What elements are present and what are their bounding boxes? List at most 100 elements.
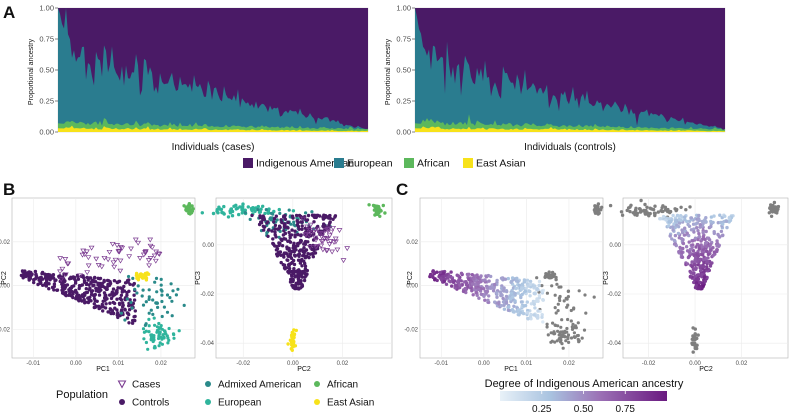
- point-individual: [522, 304, 526, 308]
- point-cases: [83, 249, 90, 255]
- point-individual: [487, 279, 491, 283]
- point-reference: [566, 295, 571, 299]
- point-european: [157, 321, 161, 326]
- point-controls: [311, 255, 315, 259]
- point-individual: [502, 307, 507, 311]
- point-admixed-american: [119, 311, 123, 315]
- point-controls: [120, 290, 125, 294]
- point-individual: [495, 291, 499, 295]
- point-individual: [695, 252, 699, 257]
- point-reference: [656, 210, 660, 214]
- legend-label: Indigenous American: [256, 158, 354, 170]
- point-european: [160, 337, 164, 341]
- point-reference: [690, 337, 694, 341]
- point-controls: [125, 316, 130, 320]
- point-east-asian: [291, 341, 296, 346]
- area-east-asian: [415, 126, 725, 132]
- point-reference: [693, 336, 697, 340]
- point-controls: [84, 281, 89, 285]
- legend-swatch: [243, 158, 253, 168]
- point-european: [240, 211, 244, 215]
- point-controls: [39, 275, 43, 279]
- point-reference: [556, 329, 560, 333]
- point-reference: [653, 204, 657, 208]
- point-reference: [569, 308, 573, 313]
- point-controls: [299, 214, 303, 219]
- point-cases: [105, 257, 112, 263]
- point-controls: [110, 291, 115, 296]
- x-tick-label: -0.01: [26, 361, 40, 367]
- point-controls: [27, 273, 32, 277]
- point-controls: [277, 224, 282, 228]
- point-european: [234, 203, 238, 207]
- point-controls: [128, 298, 132, 302]
- point-controls: [92, 283, 96, 287]
- point-individual: [501, 289, 506, 293]
- point-controls: [71, 291, 75, 295]
- point-individual: [697, 218, 701, 223]
- point-admixed-american: [278, 211, 282, 215]
- point-european: [152, 316, 156, 320]
- point-individual: [724, 219, 729, 223]
- point-controls: [126, 311, 130, 316]
- point-admixed-american: [170, 314, 174, 318]
- point-cases: [77, 273, 84, 279]
- point-individual: [489, 286, 493, 290]
- point-individual: [461, 289, 466, 294]
- point-individual: [513, 291, 517, 296]
- point-reference: [600, 205, 604, 209]
- point-controls: [270, 229, 274, 233]
- point-individual: [504, 298, 508, 302]
- point-individual: [669, 219, 673, 224]
- point-controls: [271, 237, 275, 241]
- point-controls: [101, 309, 105, 313]
- point-individual: [686, 255, 691, 260]
- points: [200, 202, 387, 352]
- ancestry-areas: [415, 8, 725, 132]
- point-individual: [505, 289, 509, 294]
- point-european: [172, 336, 176, 340]
- point-individual: [429, 273, 433, 278]
- point-individual: [692, 230, 696, 234]
- legend-label: African: [417, 158, 450, 170]
- point-individual: [711, 220, 715, 225]
- point-european: [157, 344, 161, 348]
- point-reference: [572, 326, 576, 330]
- point-cases: [119, 245, 126, 251]
- point-admixed-american: [149, 308, 153, 312]
- point-reference: [561, 346, 565, 350]
- point-reference: [577, 340, 581, 344]
- point-controls: [63, 284, 67, 289]
- point-controls: [21, 276, 25, 280]
- point-controls: [45, 277, 49, 281]
- point-admixed-american: [154, 276, 159, 280]
- point-individual: [451, 280, 456, 284]
- y-axis-label: Proportional ancestry: [28, 38, 35, 105]
- point-admixed-american: [182, 303, 186, 307]
- area-european: [58, 8, 368, 132]
- point-admixed-american: [271, 212, 275, 216]
- point-individual: [495, 278, 499, 283]
- point-controls: [280, 220, 284, 225]
- point-reference: [582, 328, 587, 332]
- point-individual: [684, 245, 689, 249]
- point-admixed-american: [156, 305, 160, 309]
- point-controls: [297, 227, 301, 231]
- point-individual: [693, 258, 697, 262]
- point-individual: [511, 309, 515, 313]
- point-controls: [104, 287, 109, 292]
- point-individual: [701, 281, 705, 285]
- point-european: [228, 211, 233, 215]
- point-individual: [506, 276, 510, 281]
- point-reference: [563, 329, 567, 333]
- point-european: [147, 330, 151, 334]
- legend-key: [117, 380, 127, 389]
- point-controls: [300, 264, 304, 268]
- point-controls: [63, 293, 67, 297]
- point-individual: [448, 274, 452, 279]
- point-individual: [700, 245, 704, 249]
- point-controls: [118, 302, 122, 307]
- point-cases: [116, 249, 123, 255]
- point-individual: [528, 279, 533, 284]
- point-individual: [721, 233, 725, 237]
